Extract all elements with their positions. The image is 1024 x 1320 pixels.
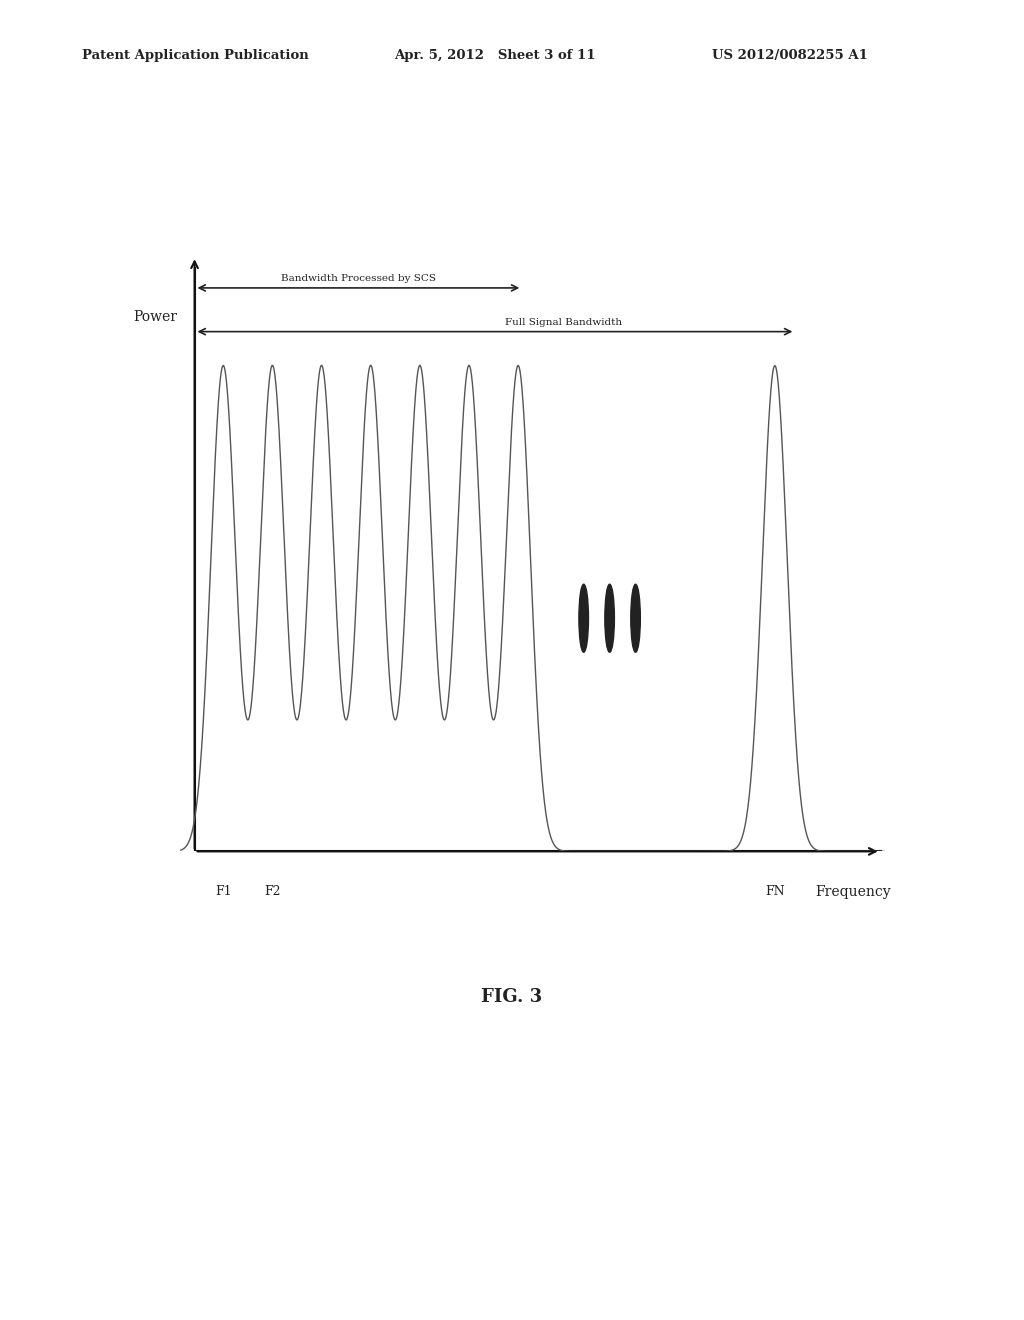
Text: FIG. 3: FIG. 3 <box>481 987 543 1006</box>
Text: Frequency: Frequency <box>815 886 891 899</box>
Text: FN: FN <box>765 886 784 899</box>
Text: Bandwidth Processed by SCS: Bandwidth Processed by SCS <box>281 275 436 282</box>
Text: F1: F1 <box>215 886 231 899</box>
Circle shape <box>579 585 589 652</box>
Text: Full Signal Bandwidth: Full Signal Bandwidth <box>505 318 622 327</box>
Text: Patent Application Publication: Patent Application Publication <box>82 49 308 62</box>
Text: F2: F2 <box>264 886 281 899</box>
Circle shape <box>605 585 614 652</box>
Text: Power: Power <box>133 310 177 325</box>
Text: US 2012/0082255 A1: US 2012/0082255 A1 <box>712 49 867 62</box>
Circle shape <box>631 585 640 652</box>
Text: Apr. 5, 2012   Sheet 3 of 11: Apr. 5, 2012 Sheet 3 of 11 <box>394 49 596 62</box>
